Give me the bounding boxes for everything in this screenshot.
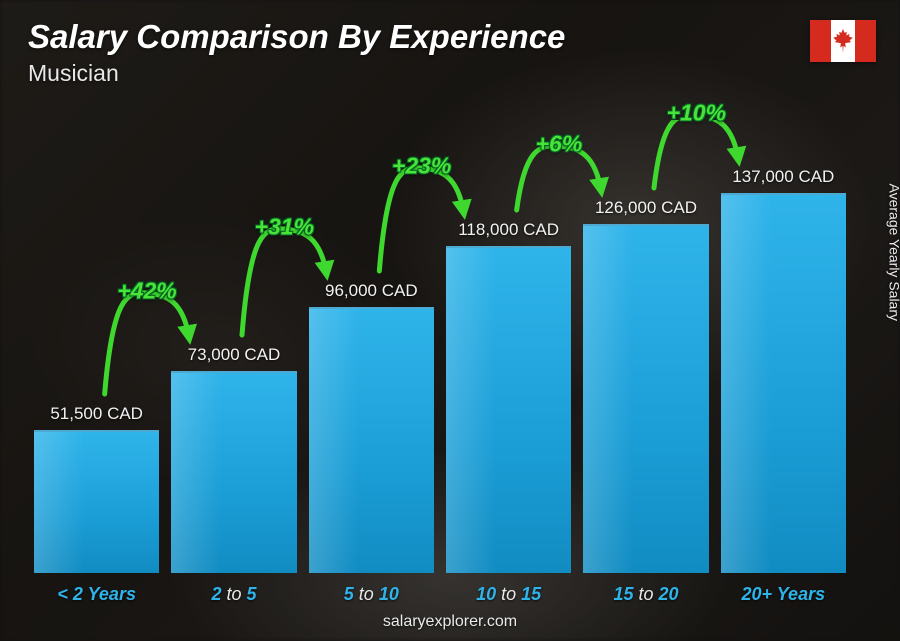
bars-row: 51,500 CAD 73,000 CAD 96,000 CAD 118,000 CA… xyxy=(28,120,852,573)
increase-pct: +23% xyxy=(392,153,451,180)
x-label: 5 to 10 xyxy=(303,584,440,605)
bar-col: 96,000 CAD xyxy=(303,281,440,573)
bar-col: 73,000 CAD xyxy=(165,345,302,573)
bar-col: 118,000 CAD xyxy=(440,220,577,573)
x-label: 2 to 5 xyxy=(165,584,302,605)
chart-subtitle: Musician xyxy=(28,60,119,87)
bar xyxy=(34,430,159,573)
chart-title: Salary Comparison By Experience xyxy=(28,18,565,56)
increase-pct: +42% xyxy=(117,278,176,305)
bar-chart: 51,500 CAD 73,000 CAD 96,000 CAD 118,000 CA… xyxy=(28,120,852,573)
x-label: < 2 Years xyxy=(28,584,165,605)
x-label: 20+ Years xyxy=(715,584,852,605)
bar-col: 51,500 CAD xyxy=(28,404,165,573)
bar-col: 137,000 CAD xyxy=(715,167,852,573)
bar xyxy=(721,193,846,573)
y-axis-label: Average Yearly Salary xyxy=(886,183,900,321)
bar-col: 126,000 CAD xyxy=(577,198,714,573)
bar-value-label: 126,000 CAD xyxy=(595,198,697,218)
bar-value-label: 73,000 CAD xyxy=(188,345,281,365)
x-label: 10 to 15 xyxy=(440,584,577,605)
bar xyxy=(446,246,571,573)
footer-text: salaryexplorer.com xyxy=(0,613,900,631)
increase-pct: +6% xyxy=(536,131,583,158)
bar-value-label: 96,000 CAD xyxy=(325,281,418,301)
bar xyxy=(583,224,708,573)
bar xyxy=(171,371,296,573)
increase-pct: +10% xyxy=(667,100,726,127)
bar xyxy=(309,307,434,573)
x-label: 15 to 20 xyxy=(577,584,714,605)
increase-pct: +31% xyxy=(255,214,314,241)
bar-value-label: 51,500 CAD xyxy=(50,404,143,424)
maple-leaf-icon xyxy=(832,29,854,53)
chart-container: Salary Comparison By Experience Musician… xyxy=(0,0,900,641)
bar-value-label: 137,000 CAD xyxy=(732,167,834,187)
x-axis-labels: < 2 Years2 to 55 to 1010 to 1515 to 2020… xyxy=(28,584,852,605)
canada-flag-icon xyxy=(810,20,876,62)
bar-value-label: 118,000 CAD xyxy=(458,220,559,240)
